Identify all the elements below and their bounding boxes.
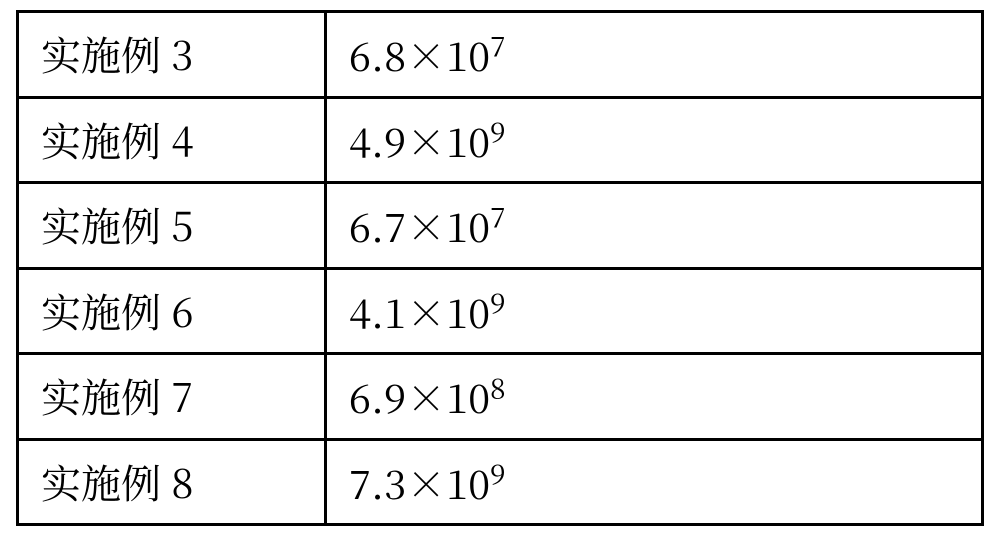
cell-value: 6.8×107	[326, 12, 983, 98]
cell-value: 6.7×107	[326, 183, 983, 269]
data-table: 实施例 3 6.8×107 实施例 4 4.9×109 实施例 5	[16, 10, 984, 526]
mantissa: 4.1	[349, 283, 406, 340]
cell-label: 实施例 4	[18, 97, 326, 183]
exponent: 7	[490, 197, 505, 237]
cell-value: 4.1×109	[326, 268, 983, 354]
table-row: 实施例 6 4.1×109	[18, 268, 983, 354]
mantissa: 4.9	[349, 112, 406, 169]
label-prefix: 实施例	[41, 111, 171, 168]
mantissa: 6.8	[349, 26, 406, 83]
row-number: 4	[171, 111, 193, 168]
table-body: 实施例 3 6.8×107 实施例 4 4.9×109 实施例 5	[18, 12, 983, 525]
exponent: 9	[490, 112, 505, 152]
row-number: 6	[171, 282, 193, 339]
base: 10	[446, 454, 490, 511]
table-row: 实施例 4 4.9×109	[18, 97, 983, 183]
base: 10	[446, 26, 490, 83]
base: 10	[446, 283, 490, 340]
cell-label: 实施例 3	[18, 12, 326, 98]
cell-label: 实施例 6	[18, 268, 326, 354]
mantissa: 6.9	[349, 368, 406, 425]
table-row: 实施例 8 7.3×109	[18, 439, 983, 525]
label-prefix: 实施例	[41, 196, 171, 253]
exponent: 7	[490, 26, 505, 66]
table-row: 实施例 3 6.8×107	[18, 12, 983, 98]
row-number: 7	[171, 367, 193, 424]
base: 10	[446, 368, 490, 425]
row-number: 3	[171, 25, 193, 82]
table-row: 实施例 7 6.9×108	[18, 354, 983, 440]
base: 10	[446, 112, 490, 169]
table-row: 实施例 5 6.7×107	[18, 183, 983, 269]
label-prefix: 实施例	[41, 282, 171, 339]
exponent: 8	[490, 368, 505, 408]
mantissa: 6.7	[349, 197, 406, 254]
cell-value: 7.3×109	[326, 439, 983, 525]
base: 10	[446, 197, 490, 254]
row-number: 8	[171, 453, 193, 510]
cell-value: 6.9×108	[326, 354, 983, 440]
cell-label: 实施例 5	[18, 183, 326, 269]
row-number: 5	[171, 196, 193, 253]
mantissa: 7.3	[349, 454, 406, 511]
cell-value: 4.9×109	[326, 97, 983, 183]
exponent: 9	[490, 454, 505, 494]
label-prefix: 实施例	[41, 367, 171, 424]
cell-label: 实施例 7	[18, 354, 326, 440]
label-prefix: 实施例	[41, 453, 171, 510]
label-prefix: 实施例	[41, 25, 171, 82]
exponent: 9	[490, 283, 505, 323]
cell-label: 实施例 8	[18, 439, 326, 525]
